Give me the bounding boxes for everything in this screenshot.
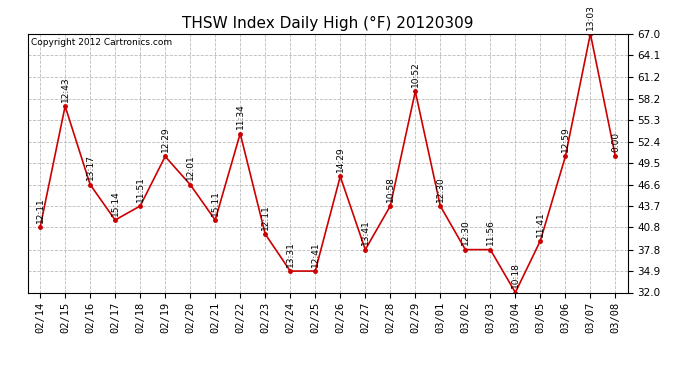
- Text: 11:34: 11:34: [236, 104, 245, 129]
- Text: 10:52: 10:52: [411, 62, 420, 87]
- Text: 12:41: 12:41: [310, 241, 319, 267]
- Text: Copyright 2012 Cartronics.com: Copyright 2012 Cartronics.com: [30, 38, 172, 46]
- Text: 12:11: 12:11: [36, 198, 45, 223]
- Text: 12:11: 12:11: [261, 204, 270, 230]
- Text: 12:29: 12:29: [161, 127, 170, 152]
- Text: 12:30: 12:30: [461, 220, 470, 246]
- Text: 13:31: 13:31: [286, 241, 295, 267]
- Text: 15:11: 15:11: [210, 190, 219, 216]
- Text: 12:43: 12:43: [61, 76, 70, 102]
- Text: 15:14: 15:14: [110, 190, 119, 216]
- Text: 11:56: 11:56: [486, 220, 495, 246]
- Text: 0:00: 0:00: [611, 132, 620, 152]
- Text: 11:51: 11:51: [136, 176, 145, 202]
- Text: 13:41: 13:41: [361, 220, 370, 246]
- Text: 12:01: 12:01: [186, 154, 195, 180]
- Title: THSW Index Daily High (°F) 20120309: THSW Index Daily High (°F) 20120309: [182, 16, 473, 31]
- Text: 10:18: 10:18: [511, 262, 520, 288]
- Text: 13:03: 13:03: [586, 4, 595, 30]
- Text: 13:17: 13:17: [86, 154, 95, 180]
- Text: 14:29: 14:29: [336, 147, 345, 172]
- Text: 12:30: 12:30: [436, 176, 445, 202]
- Text: 12:59: 12:59: [561, 126, 570, 152]
- Text: 11:41: 11:41: [536, 211, 545, 237]
- Text: 10:58: 10:58: [386, 176, 395, 202]
